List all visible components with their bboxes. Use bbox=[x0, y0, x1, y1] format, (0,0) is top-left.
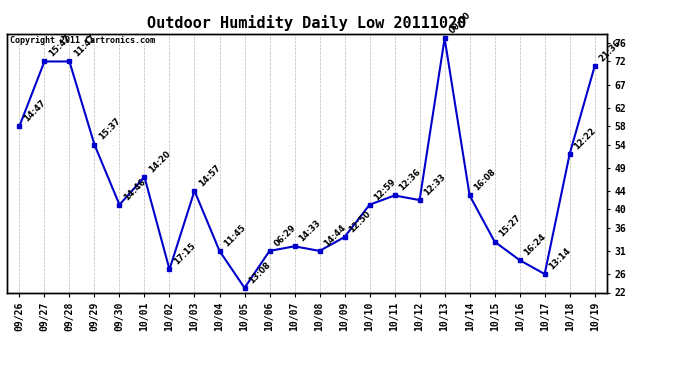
Text: 13:08: 13:08 bbox=[247, 260, 273, 285]
Text: 15:27: 15:27 bbox=[497, 214, 523, 239]
Text: 12:50: 12:50 bbox=[347, 209, 373, 234]
Text: 06:29: 06:29 bbox=[273, 223, 297, 248]
Text: 00:00: 00:00 bbox=[447, 10, 473, 36]
Text: 11:47: 11:47 bbox=[72, 33, 97, 59]
Text: 15:37: 15:37 bbox=[97, 117, 122, 142]
Text: 12:33: 12:33 bbox=[422, 172, 448, 197]
Text: 14:57: 14:57 bbox=[197, 163, 223, 188]
Text: 14:33: 14:33 bbox=[297, 218, 322, 243]
Text: 12:22: 12:22 bbox=[573, 126, 598, 151]
Text: 16:08: 16:08 bbox=[473, 168, 497, 193]
Title: Outdoor Humidity Daily Low 20111020: Outdoor Humidity Daily Low 20111020 bbox=[148, 15, 466, 31]
Text: 14:46: 14:46 bbox=[122, 177, 148, 202]
Text: 21:36: 21:36 bbox=[598, 38, 623, 63]
Text: 14:44: 14:44 bbox=[322, 223, 348, 248]
Text: 12:59: 12:59 bbox=[373, 177, 397, 202]
Text: 16:24: 16:24 bbox=[522, 232, 548, 257]
Text: 14:47: 14:47 bbox=[22, 98, 48, 123]
Text: 13:14: 13:14 bbox=[547, 246, 573, 271]
Text: Copyright 2011 Cartronics.com: Copyright 2011 Cartronics.com bbox=[10, 36, 155, 45]
Text: 12:36: 12:36 bbox=[397, 167, 423, 193]
Text: 15:47: 15:47 bbox=[47, 33, 72, 59]
Text: 14:20: 14:20 bbox=[147, 149, 172, 174]
Text: 17:15: 17:15 bbox=[172, 242, 197, 267]
Text: 11:45: 11:45 bbox=[222, 223, 248, 248]
